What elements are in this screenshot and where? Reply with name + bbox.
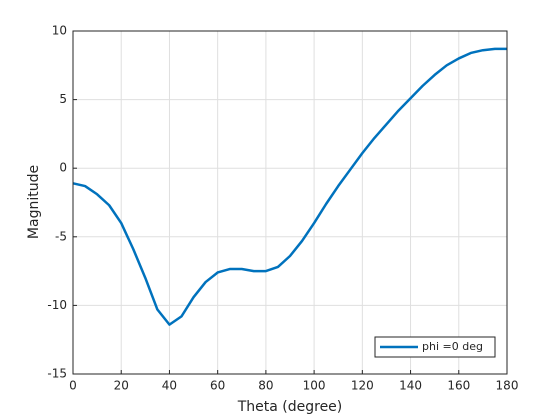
y-tick-label: -5 [55, 229, 67, 243]
x-tick-label: 140 [399, 379, 422, 393]
x-tick-label: 160 [447, 379, 470, 393]
y-tick-label: 10 [52, 24, 67, 38]
y-tick-label: 0 [59, 161, 67, 175]
x-tick-label: 40 [162, 379, 177, 393]
y-axis-label: Magnitude [26, 165, 42, 239]
x-tick-label: 120 [351, 379, 374, 393]
x-tick-label: 20 [114, 379, 129, 393]
legend-label: phi =0 deg [422, 340, 483, 353]
x-tick-label: 100 [303, 379, 326, 393]
x-axis-label: Theta (degree) [237, 399, 343, 415]
x-tick-label: 180 [496, 379, 519, 393]
x-tick-label: 80 [258, 379, 273, 393]
legend-box [374, 336, 496, 358]
y-tick-label: -10 [47, 298, 67, 312]
y-tick-label: 5 [59, 92, 67, 106]
data-line [72, 47, 507, 326]
plot [72, 47, 507, 326]
y-tick-label: -15 [47, 367, 67, 381]
axes-box [72, 30, 508, 375]
x-tick-label: 60 [210, 379, 225, 393]
x-tick-label: 0 [69, 379, 77, 393]
